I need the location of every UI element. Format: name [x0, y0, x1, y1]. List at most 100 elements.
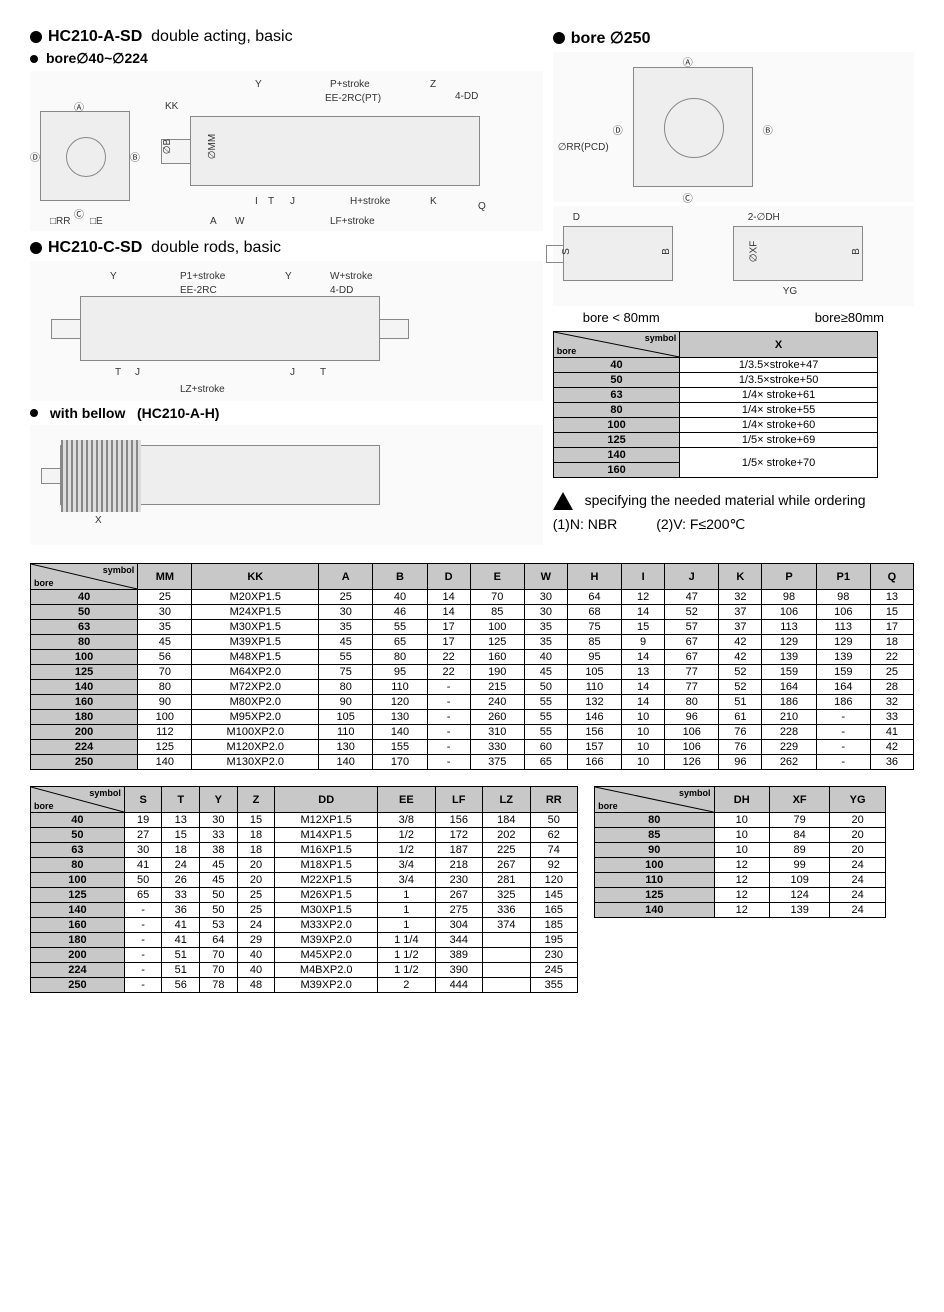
cell: 64: [567, 590, 621, 605]
cell: M39XP2.0: [275, 978, 378, 993]
ann: J: [290, 367, 295, 378]
cell: 70: [138, 665, 192, 680]
cell: 113: [762, 620, 816, 635]
cell: 79: [769, 813, 829, 828]
cell: 190: [470, 665, 524, 680]
cell: 13: [870, 590, 913, 605]
cell: 20: [237, 873, 275, 888]
cell: 330: [470, 740, 524, 755]
cell: 25: [237, 903, 275, 918]
cell: 80: [665, 695, 719, 710]
col-hdr: LF: [435, 787, 483, 813]
bullet-icon: [30, 31, 42, 43]
cell: 89: [769, 843, 829, 858]
cell: 260: [470, 710, 524, 725]
cell: 51: [162, 963, 200, 978]
cell: 124: [769, 888, 829, 903]
r1: bore ∅250: [553, 28, 914, 48]
row-key: 160: [31, 918, 125, 933]
cell: 125: [470, 635, 524, 650]
row-key: 50: [31, 828, 125, 843]
cell: 90: [319, 695, 373, 710]
cell: 14: [622, 605, 665, 620]
cell: 1/5× stroke+69: [680, 433, 878, 448]
ann: ∅B: [162, 139, 173, 154]
cell: 10: [622, 710, 665, 725]
row-key: 63: [553, 388, 680, 403]
cell: M26XP1.5: [275, 888, 378, 903]
cell: 45: [200, 873, 238, 888]
cell: 74: [530, 843, 578, 858]
cell: 112: [138, 725, 192, 740]
cell: 12: [714, 888, 769, 903]
cell: 10: [714, 813, 769, 828]
col-hdr: LZ: [483, 787, 531, 813]
cell: 70: [200, 963, 238, 978]
ann: Y: [110, 271, 117, 282]
ann: I: [255, 196, 258, 207]
cell: -: [816, 755, 870, 770]
bore-ge80: bore≥80mm: [815, 310, 884, 325]
cell: 156: [567, 725, 621, 740]
row-key: 200: [31, 948, 125, 963]
row-key: 180: [31, 710, 138, 725]
row-key: 40: [31, 813, 125, 828]
cell: 20: [830, 813, 885, 828]
cell: 64: [200, 933, 238, 948]
cell: 2: [378, 978, 435, 993]
ann: T: [115, 367, 121, 378]
cell: M33XP2.0: [275, 918, 378, 933]
cell: M14XP1.5: [275, 828, 378, 843]
cell: 41: [162, 933, 200, 948]
cell: 130: [319, 740, 373, 755]
cell: 57: [665, 620, 719, 635]
cell: M95XP2.0: [192, 710, 319, 725]
cell: -: [124, 978, 162, 993]
ann: Z: [430, 79, 436, 90]
cell: 105: [567, 665, 621, 680]
ann: Ⓓ: [613, 122, 623, 137]
cell: 10: [622, 755, 665, 770]
ann: T: [268, 196, 274, 207]
col-hdr: B: [373, 564, 427, 590]
cell: M12XP1.5: [275, 813, 378, 828]
cell: 22: [870, 650, 913, 665]
cell: 1: [378, 918, 435, 933]
cell: 65: [124, 888, 162, 903]
cell: 13: [622, 665, 665, 680]
cell: 24: [830, 888, 885, 903]
cell: 186: [816, 695, 870, 710]
r1-text: bore ∅250: [571, 28, 651, 48]
row-key: 224: [31, 740, 138, 755]
ann: 4-DD: [330, 285, 353, 296]
row-key: 140: [31, 680, 138, 695]
cell: 52: [719, 665, 762, 680]
bullet-icon: [553, 32, 565, 44]
ann: ∅MM: [207, 134, 218, 159]
cell: 78: [200, 978, 238, 993]
cell: 18: [237, 843, 275, 858]
cell: 22: [427, 650, 470, 665]
cell: 10: [714, 843, 769, 858]
cell: 98: [816, 590, 870, 605]
cell: M4BXP2.0: [275, 963, 378, 978]
row-key: 100: [31, 650, 138, 665]
cell: M24XP1.5: [192, 605, 319, 620]
cell: 3/4: [378, 858, 435, 873]
col-hdr: Y: [200, 787, 238, 813]
cell: 90: [138, 695, 192, 710]
ann: ∅RR(PCD): [558, 142, 609, 153]
ann: LZ+stroke: [180, 384, 225, 395]
h2-sub: double rods, basic: [151, 239, 281, 257]
main-table-2: symbolboreSTYZDDEELFLZRR4019133015M12XP1…: [30, 786, 578, 993]
cell: 24: [830, 858, 885, 873]
cell: 20: [830, 828, 885, 843]
cell: 1/5× stroke+70: [680, 448, 878, 478]
cell: 40: [237, 963, 275, 978]
diagram-bore250: Ⓐ Ⓓ Ⓑ Ⓒ ∅RR(PCD): [553, 52, 914, 202]
cell: M48XP1.5: [192, 650, 319, 665]
cell: 159: [816, 665, 870, 680]
col-hdr: Q: [870, 564, 913, 590]
cell: 129: [816, 635, 870, 650]
cell: 80: [319, 680, 373, 695]
